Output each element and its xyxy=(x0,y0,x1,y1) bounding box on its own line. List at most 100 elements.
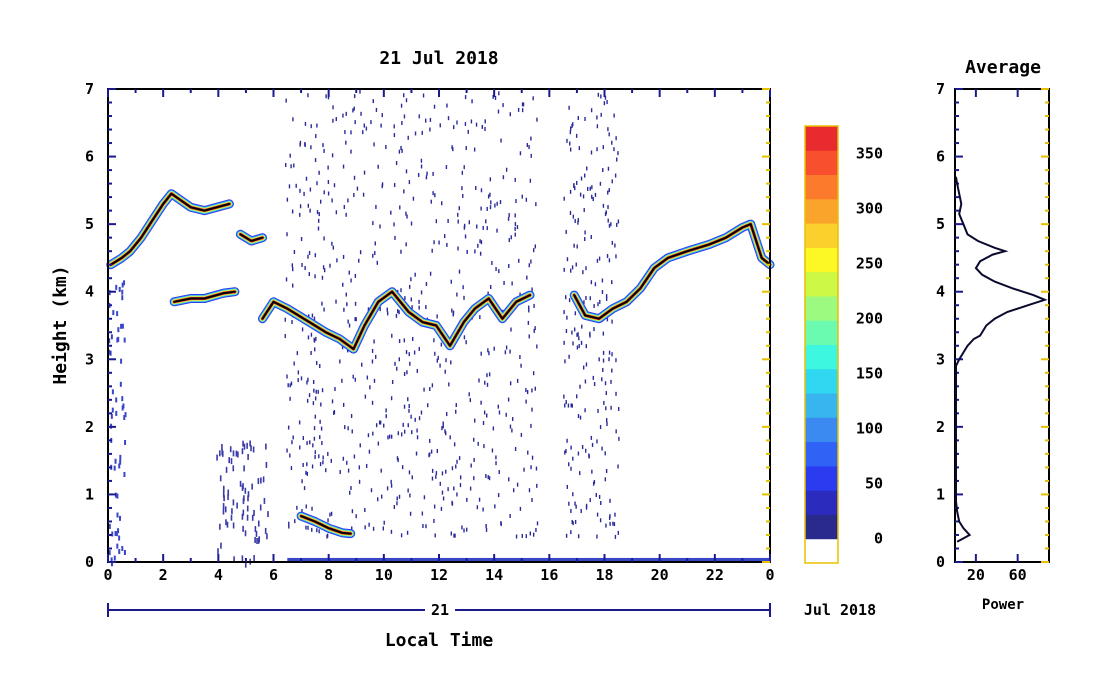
noise-cell xyxy=(531,287,533,292)
noise-cell xyxy=(401,432,403,437)
noise-cell xyxy=(303,486,306,491)
noise-cell xyxy=(342,113,344,118)
noise-cell xyxy=(302,436,304,441)
noise-cell xyxy=(531,455,534,460)
layer-4-band-0 xyxy=(569,219,775,324)
avg-y-tick-label: 7 xyxy=(936,80,945,98)
noise-cell xyxy=(450,531,453,536)
noise-cell xyxy=(431,468,434,473)
noise-cell xyxy=(112,310,115,316)
noise-cell xyxy=(528,305,530,310)
noise-cell xyxy=(479,251,482,256)
noise-cell xyxy=(503,280,505,285)
noise-cell xyxy=(296,351,299,356)
noise-cell xyxy=(331,399,334,404)
noise-cell xyxy=(395,313,398,318)
noise-cell xyxy=(522,102,525,107)
noise-cell xyxy=(585,505,588,510)
noise-cell xyxy=(531,497,533,502)
avg-x-tick-label: 20 xyxy=(967,566,985,584)
noise-cell xyxy=(441,201,443,206)
colorbar-swatch xyxy=(805,223,838,248)
noise-cell xyxy=(585,448,587,453)
noise-cell xyxy=(579,415,582,420)
noise-cell xyxy=(485,527,488,532)
noise-cell xyxy=(390,210,392,215)
colorbar-swatch xyxy=(805,344,838,370)
noise-cell xyxy=(425,282,428,287)
layer-4-band-3 xyxy=(572,222,772,321)
x-tick-label: 14 xyxy=(485,566,503,584)
noise-cell xyxy=(519,151,522,156)
noise-cell xyxy=(487,348,489,353)
noise-cell xyxy=(300,376,303,381)
noise-cell xyxy=(418,305,420,310)
noise-cell xyxy=(585,344,587,349)
noise-cell xyxy=(456,120,458,125)
noise-cell xyxy=(575,133,578,138)
noise-cell xyxy=(610,222,612,227)
noise-cell xyxy=(449,435,451,440)
noise-cell xyxy=(605,391,607,396)
colorbar-tick-label: 200 xyxy=(856,310,883,328)
colorbar-frame xyxy=(804,125,839,564)
noise-cell xyxy=(372,99,374,104)
noise-cell xyxy=(243,495,245,502)
noise-cell xyxy=(388,434,391,439)
noise-cell xyxy=(382,526,385,531)
noise-cell xyxy=(230,458,233,465)
noise-cell xyxy=(350,130,352,135)
noise-cell xyxy=(421,511,424,516)
noise-cell xyxy=(596,512,599,517)
noise-cell xyxy=(606,422,608,427)
noise-cell xyxy=(358,258,360,263)
noise-cell xyxy=(327,518,329,523)
noise-cell xyxy=(496,228,498,233)
noise-cell xyxy=(291,440,293,445)
noise-cell xyxy=(565,295,567,300)
noise-cell xyxy=(353,94,356,99)
noise-cell xyxy=(118,535,121,541)
noise-cell xyxy=(356,186,359,191)
noise-cell xyxy=(410,277,412,282)
noise-cell xyxy=(247,495,249,502)
noise-cell xyxy=(370,120,372,125)
noise-cell xyxy=(408,408,410,413)
noise-cell xyxy=(285,162,287,167)
noise-cell xyxy=(423,495,426,500)
noise-cell xyxy=(315,336,317,341)
x-tick-label: 8 xyxy=(324,566,333,584)
noise-cell xyxy=(369,385,371,390)
noise-cell xyxy=(292,267,294,272)
noise-cell xyxy=(260,477,262,484)
noise-cell xyxy=(293,361,295,366)
noise-cell xyxy=(124,439,127,445)
noise-cell xyxy=(532,96,534,101)
noise-cell xyxy=(219,475,222,482)
noise-cell xyxy=(304,266,306,271)
noise-cell xyxy=(347,198,349,203)
noise-cell xyxy=(358,479,361,484)
main-y-axis-label: Height (km) xyxy=(50,265,71,384)
noise-cell xyxy=(577,332,579,337)
noise-cell xyxy=(111,407,114,413)
noise-cell xyxy=(367,433,370,438)
noise-cell xyxy=(431,476,434,481)
noise-cell xyxy=(565,533,568,538)
noise-cell xyxy=(314,274,316,279)
noise-cell xyxy=(312,443,314,448)
noise-cell xyxy=(577,451,580,456)
noise-cell xyxy=(515,534,518,539)
noise-cell xyxy=(536,344,538,349)
noise-cell xyxy=(486,226,488,231)
noise-cell xyxy=(297,370,300,375)
noise-cell xyxy=(509,349,511,354)
noise-cell xyxy=(230,514,233,521)
noise-cell xyxy=(601,290,604,295)
noise-cell xyxy=(445,431,447,436)
noise-cell xyxy=(115,531,118,537)
noise-cell xyxy=(396,501,398,506)
noise-cell xyxy=(313,316,316,321)
noise-cell xyxy=(608,357,610,362)
noise-cell xyxy=(588,453,590,458)
